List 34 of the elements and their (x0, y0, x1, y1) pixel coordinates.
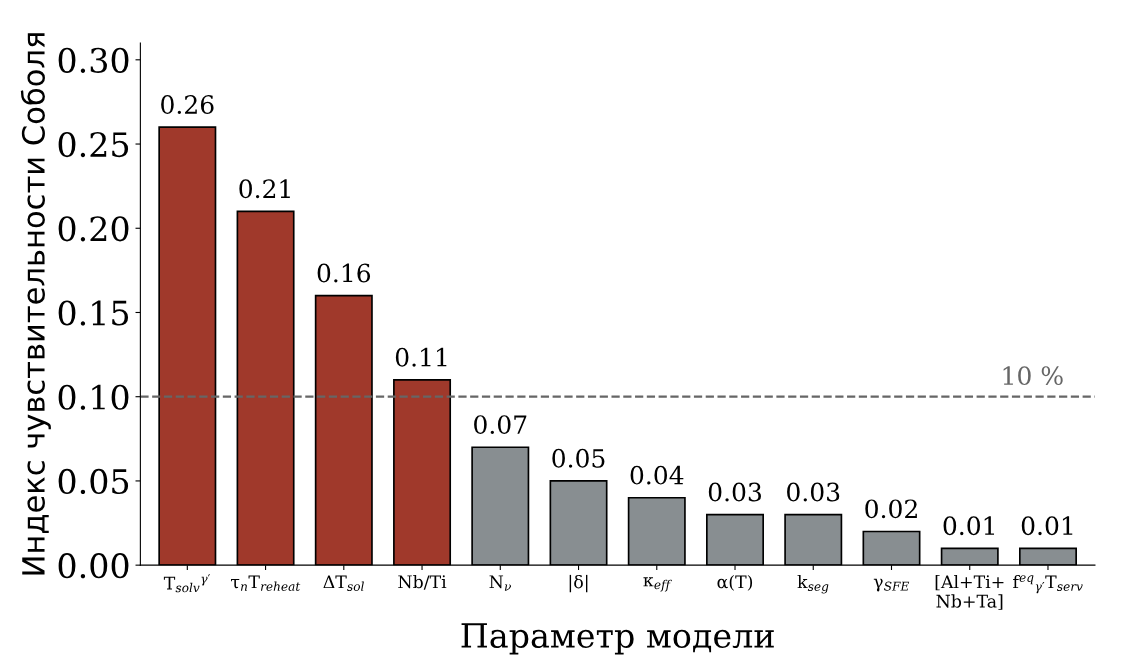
data-label: 0.01 (1021, 516, 1073, 536)
data-label: 0.03 (708, 482, 761, 502)
data-label: 0.07 (474, 415, 527, 435)
y-tick-label: 0.00 (58, 553, 129, 579)
y-tick-label: 0.15 (58, 300, 129, 326)
data-label: 0.02 (865, 499, 917, 519)
y-tick-label: 0.10 (58, 384, 129, 410)
y-axis-title: Индекс чувствительности Соболя (20, 33, 51, 575)
data-label: 0.26 (161, 95, 214, 115)
data-label: 0.16 (317, 263, 371, 283)
y-tick-label: 0.30 (58, 47, 129, 73)
y-tick-label: 0.05 (58, 468, 129, 495)
x-tick-label: |δ| (569, 574, 588, 593)
x-tick-label: k$_{seg}$ (797, 574, 829, 594)
x-tick-label: N$_{ν}$ (489, 575, 511, 591)
x-tick-label: f$^{eq}$$_{γ′}$T$_{serv}$ (1013, 574, 1083, 594)
data-label: 0.21 (239, 179, 290, 199)
x-tick-label: T$_{solv}$$^{γ′}$ (163, 574, 211, 593)
y-tick-label: 0.25 (58, 131, 129, 158)
data-label: 0.01 (943, 516, 995, 536)
y-tick-label: 0.20 (58, 216, 129, 242)
x-tick-label: γ$_{SFE}$ (873, 578, 910, 592)
x-tick-label: [Al+Ti+ Nb+Ta] (935, 574, 1004, 610)
data-label: 0.05 (552, 448, 605, 468)
x-tick-label: τ$_{n}$T$_{reheat}$ (231, 575, 301, 591)
ref-line-label: 10 % (1003, 366, 1063, 386)
data-label: 0.11 (395, 347, 447, 367)
data-label: 0.04 (630, 465, 684, 485)
x-tick-label: Nb/Ti (398, 574, 447, 590)
x-axis-title: Параметр модели (461, 623, 774, 655)
data-label: 0.03 (787, 482, 840, 502)
x-tick-label: κ$_{eff}$ (643, 577, 672, 592)
x-tick-label: α(T) (717, 574, 753, 591)
x-tick-label: ΔT$_{sol}$ (323, 575, 364, 591)
